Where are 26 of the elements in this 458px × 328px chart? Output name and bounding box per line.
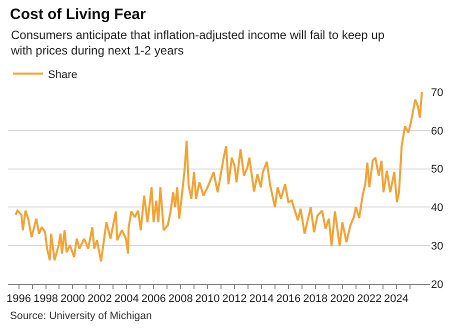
x-tick-label: 2016	[276, 293, 301, 306]
y-tick-label: 30	[431, 240, 444, 252]
chart-title: Cost of Living Fear	[10, 6, 146, 23]
x-tick-label: 2004	[114, 293, 139, 306]
y-tick-label: 50	[431, 164, 444, 176]
x-tick-label: 2020	[330, 293, 355, 306]
x-tick-label: 2024	[384, 293, 409, 306]
x-tick-label: 2014	[249, 293, 274, 306]
y-tick-label: 60	[431, 125, 444, 138]
x-tick-label: 2018	[303, 293, 328, 306]
x-tick-label: 1998	[34, 293, 58, 306]
y-tick-label: 20	[431, 278, 444, 291]
source-note: Source: University of Michigan	[10, 310, 152, 322]
x-tick-label: 2010	[195, 293, 220, 306]
y-tick-label: 40	[431, 202, 444, 214]
line-series	[14, 92, 423, 262]
chart-subtitle: Consumers anticipate that inflation-adjusted income will fail to keep up with prices during next 1-2 years	[10, 28, 385, 58]
x-tick-label: 1996	[6, 293, 32, 306]
x-tick-label: 2000	[60, 293, 85, 306]
x-tick-label: 2012	[222, 293, 247, 306]
y-tick-label: 70	[431, 86, 444, 99]
x-tick-label: 2006	[141, 293, 166, 306]
x-tick-label: 2022	[357, 293, 382, 306]
x-tick-label: 2002	[87, 293, 112, 306]
legend-label: Share	[48, 68, 78, 81]
x-tick-label: 2008	[168, 293, 193, 306]
